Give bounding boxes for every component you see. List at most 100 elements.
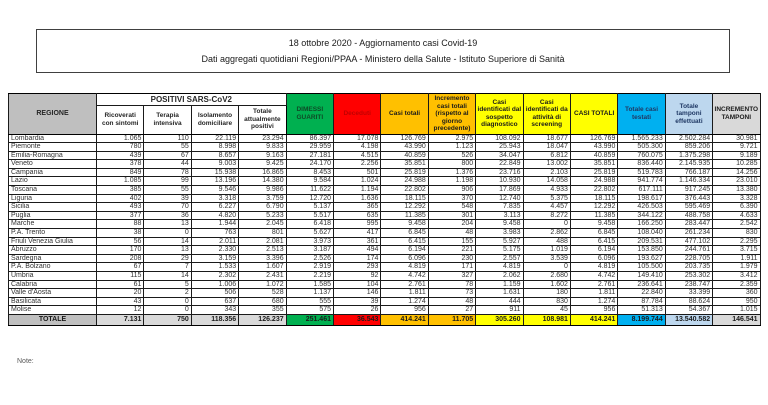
cell: 23.294: [238, 133, 287, 144]
cell: 305.260: [475, 313, 524, 326]
cell: 1.137: [285, 288, 335, 298]
cell: 1.607: [238, 262, 287, 272]
cell: 906: [427, 185, 477, 195]
region-name: Campania: [8, 167, 97, 178]
cell: 800: [427, 159, 477, 169]
cell: 14: [143, 236, 192, 247]
cell: 0: [143, 296, 192, 307]
cell: 2.295: [712, 236, 761, 247]
table-row: P.A. Bolzano 67 7 1.533 1.607 2.919 293 4.819 17…: [8, 262, 761, 272]
cell: 108.981: [522, 313, 571, 326]
cell: 3.328: [712, 193, 761, 204]
cell: 488: [522, 236, 571, 247]
table-row: Campania 849 78 15.938 16.865 8.453 501 25.819 1…: [8, 167, 761, 178]
cell: 244.761: [664, 245, 714, 255]
table-row: Puglia 377 36 4.820 5.233 5.517 635 11.385 301 3.…: [8, 210, 761, 221]
cell: 2.513: [238, 245, 287, 255]
cell: 2.081: [238, 236, 287, 247]
cell: 595.469: [664, 202, 714, 212]
cell: 555: [285, 296, 335, 307]
cell: 204: [427, 219, 477, 230]
note-label: Note:: [17, 358, 34, 365]
cell: 1.944: [190, 219, 240, 230]
table-row: Lombardia 1.065 110 22.119 23.294 86.397 17.07…: [8, 133, 761, 144]
cell: 293: [332, 262, 382, 272]
cell: 39: [143, 193, 192, 204]
table-row: Lazio 1.085 99 13.196 14.380 9.584 1.024 24.988…: [8, 176, 761, 187]
cell: 2.011: [190, 236, 240, 247]
cell: 8.657: [190, 150, 240, 161]
cell: 12.292: [380, 202, 429, 212]
cell: 228.705: [664, 253, 714, 264]
cell: 88: [95, 219, 145, 230]
cell: 0: [143, 228, 192, 238]
cell: 950: [712, 296, 761, 307]
cell: 13: [143, 245, 192, 255]
cell: 1.146.334: [664, 176, 714, 187]
cell: 956: [380, 305, 429, 315]
cell: 174: [332, 253, 382, 264]
cell: 43.990: [569, 142, 619, 152]
report-date-title: 18 ottobre 2020 - Aggiornamento casi Cov…: [288, 38, 478, 49]
cell: 4.819: [380, 262, 429, 272]
cell: 3.973: [285, 236, 335, 247]
cell: 9.189: [712, 150, 761, 161]
region-name: Piemonte: [8, 142, 97, 152]
cell: 51.313: [617, 305, 666, 315]
cell: 4.819: [569, 262, 619, 272]
cell: 360: [712, 288, 761, 298]
totale-label: TOTALE: [8, 313, 97, 326]
cell: 251.461: [285, 313, 335, 326]
cell: 1.636: [332, 193, 382, 204]
cell: 2.256: [332, 159, 382, 169]
cell: 283.447: [664, 219, 714, 230]
cell: 4.933: [522, 185, 571, 195]
col-header-casi-totali: Casi totali: [380, 93, 429, 135]
cell: 18.115: [380, 193, 429, 204]
cell: 494: [332, 245, 382, 255]
col-header-casi-testati: Totale casi testati: [617, 93, 666, 135]
cell: 40.859: [569, 150, 619, 161]
cell: 1.198: [427, 176, 477, 187]
cell: 10.930: [475, 176, 524, 187]
cell: 23.716: [475, 167, 524, 178]
cell: 27.181: [285, 150, 335, 161]
cell: 1.015: [712, 305, 761, 315]
cell: 2.359: [712, 279, 761, 290]
cell: 70: [143, 202, 192, 212]
cell: 78: [143, 167, 192, 178]
cell: 170: [95, 245, 145, 255]
col-header-isolamento: Isolamento domiciliare: [190, 104, 240, 135]
cell: 995: [332, 219, 382, 230]
cell: 1.006: [190, 279, 240, 290]
cell: 208: [95, 253, 145, 264]
cell: 86.397: [285, 133, 335, 144]
col-header-screening: Casi identificati da attività di screeni…: [522, 93, 571, 135]
col-header-attualmente-positivi: Totale attualmente positivi: [238, 104, 287, 135]
table-row: Sicilia 493 70 6.227 6.790 5.137 365 12.292 548 7…: [8, 202, 761, 212]
cell: 801: [238, 228, 287, 238]
cell: 2.557: [475, 253, 524, 264]
cell: 355: [238, 305, 287, 315]
cell: 1.065: [95, 133, 145, 144]
cell: 9.546: [190, 185, 240, 195]
cell: 203.735: [664, 262, 714, 272]
cell: 38: [95, 228, 145, 238]
cell: 2: [143, 288, 192, 298]
region-name: Calabria: [8, 279, 97, 290]
cell: 22.119: [190, 133, 240, 144]
cell: 34.047: [475, 150, 524, 161]
cell: 2.062: [475, 271, 524, 281]
cell: 1.375.298: [664, 150, 714, 161]
table-row: Emilia-Romagna 439 67 8.657 9.163 27.181 4.515…: [8, 150, 761, 161]
col-header-deceduti: Deceduti: [332, 93, 382, 135]
cell: 4.742: [569, 271, 619, 281]
cell: 9.458: [380, 219, 429, 230]
cell: 637: [190, 296, 240, 307]
cell: 3.318: [190, 193, 240, 204]
cell: 917.245: [664, 185, 714, 195]
col-group-positivi-sars-cov2: POSITIVI SARS-CoV2: [96, 93, 287, 106]
cell: 526: [427, 150, 477, 161]
cell: 2.761: [380, 279, 429, 290]
region-name: Emilia-Romagna: [8, 150, 97, 161]
